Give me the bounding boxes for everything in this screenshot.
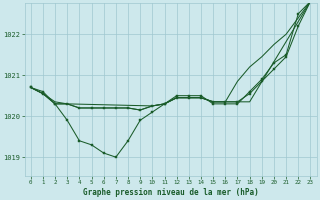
X-axis label: Graphe pression niveau de la mer (hPa): Graphe pression niveau de la mer (hPa) <box>83 188 259 197</box>
